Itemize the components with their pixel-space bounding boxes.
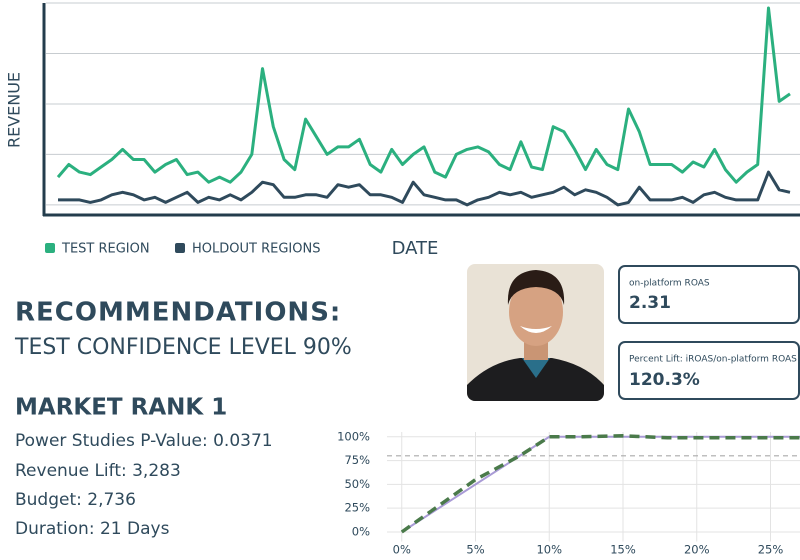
y-tick-label: 0%: [352, 524, 370, 538]
card-label: on-platform ROAS: [629, 279, 710, 289]
recommendations-heading: RECOMMENDATIONS:: [15, 298, 341, 328]
market-line: Power Studies P-Value: 0.0371: [15, 431, 273, 451]
y-tick-label: 75%: [344, 453, 370, 467]
plot-area: [387, 432, 800, 542]
metric-card: [618, 265, 800, 324]
card-label: Percent Lift: iROAS/on-platform ROAS: [629, 355, 797, 365]
series-line: [58, 170, 791, 207]
x-tick-label: 15%: [610, 543, 636, 557]
series-line: [400, 434, 800, 534]
market-line: Budget: 2,736: [15, 490, 136, 510]
y-tick-label: 100%: [337, 429, 370, 443]
x-axis-label: DATE: [392, 238, 439, 259]
legend-swatch: [45, 243, 55, 253]
card-value: 120.3%: [629, 370, 700, 390]
market-heading: MARKET RANK 1: [15, 395, 227, 421]
legend-label: TEST REGION: [61, 242, 150, 257]
y-axis-label: REVENUE: [5, 72, 24, 148]
confidence-level: TEST CONFIDENCE LEVEL 90%: [14, 335, 352, 360]
market-line: Revenue Lift: 3,283: [15, 461, 181, 481]
y-tick-label: 25%: [344, 501, 370, 515]
card-value: 2.31: [629, 293, 671, 313]
x-tick-label: 25%: [758, 543, 784, 557]
y-tick-label: 50%: [344, 477, 370, 491]
metric-card: [618, 341, 800, 400]
x-tick-label: 0%: [393, 543, 411, 557]
market-line: Duration: 21 Days: [15, 519, 170, 539]
x-tick-label: 10%: [536, 543, 562, 557]
x-tick-label: 20%: [684, 543, 710, 557]
profile-photo: [467, 264, 604, 401]
series-line: [56, 6, 791, 184]
x-tick-label: 5%: [466, 543, 484, 557]
legend-label: HOLDOUT REGIONS: [192, 242, 320, 257]
legend-swatch: [175, 243, 185, 253]
